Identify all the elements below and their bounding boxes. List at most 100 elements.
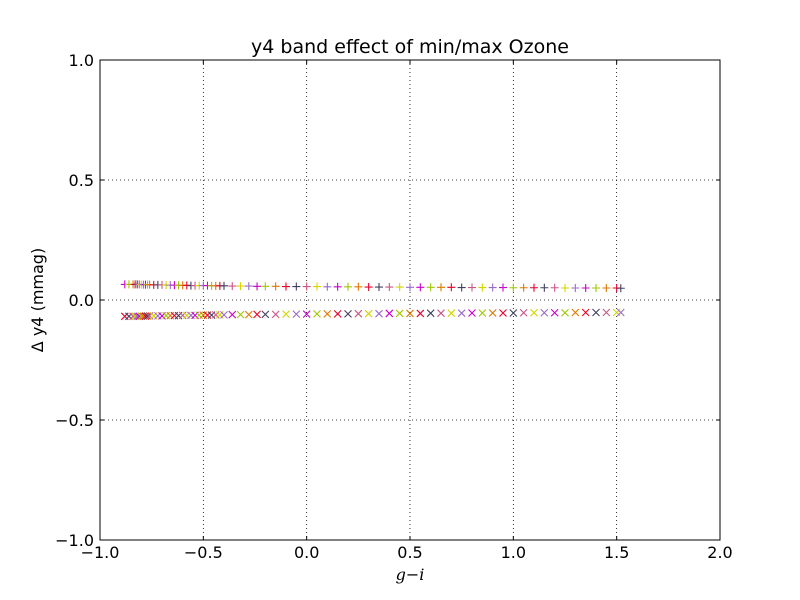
x-marker-point	[282, 310, 290, 319]
x-marker-point	[488, 309, 497, 317]
x-marker-point	[364, 309, 373, 318]
plus-marker-point	[244, 282, 253, 291]
plus-marker-point	[271, 282, 280, 291]
plus-marker-point	[406, 283, 414, 292]
x-marker-point	[253, 310, 261, 319]
plus-marker-point	[220, 281, 228, 290]
plus-marker-point	[581, 284, 590, 292]
x-marker-point	[236, 310, 245, 319]
x-marker-point	[616, 308, 625, 317]
grid	[100, 60, 720, 540]
x-marker-point	[426, 309, 435, 318]
plus-marker-point	[457, 283, 466, 292]
x-marker-point	[313, 310, 321, 318]
x-marker-point	[581, 308, 590, 317]
x-marker-point	[447, 309, 456, 318]
plus-marker-point	[592, 284, 600, 292]
x-tick-label: 1.5	[604, 543, 629, 562]
x-tick-label: 1.0	[501, 543, 526, 562]
x-tick-label: −0.5	[184, 543, 223, 562]
plus-marker-point	[236, 282, 245, 291]
y-tick-label: −1.0	[55, 531, 94, 550]
x-marker-point	[271, 310, 280, 319]
x-marker-point	[395, 309, 404, 318]
y-tick-label: −0.5	[55, 411, 94, 430]
plus-marker-point	[530, 283, 538, 292]
plus-marker-point	[571, 284, 580, 292]
plus-marker-point	[426, 283, 435, 292]
x-marker-point	[457, 309, 466, 318]
plus-marker-point	[292, 282, 301, 291]
y-tick-label: 0.5	[69, 171, 94, 190]
x-marker-point	[592, 308, 600, 317]
x-marker-point	[561, 308, 569, 317]
plus-marker-point	[333, 282, 342, 291]
plus-marker-point	[540, 283, 549, 292]
y-tick-label: 0.0	[69, 291, 94, 310]
x-axis-label: g−i	[396, 565, 425, 584]
x-tick-label: 0.5	[397, 543, 422, 562]
x-marker-point	[333, 310, 342, 318]
plus-marker-point	[313, 282, 321, 291]
plus-marker-point	[375, 283, 383, 292]
x-marker-point	[385, 309, 394, 318]
x-marker-point	[220, 310, 228, 319]
chart-title: y4 band effect of min/max Ozone	[251, 36, 569, 58]
x-marker-point	[550, 308, 559, 317]
plus-marker-point	[302, 282, 311, 291]
plus-marker-point	[323, 282, 332, 291]
x-marker-point	[519, 308, 528, 317]
plus-marker-point	[253, 282, 262, 291]
x-marker-point	[302, 310, 311, 319]
plus-marker-point	[561, 284, 569, 292]
x-marker-point	[540, 308, 549, 317]
y-tick-label: 1.0	[69, 51, 94, 70]
plus-marker-point	[447, 283, 456, 292]
plus-marker-point	[602, 284, 611, 292]
x-marker-point	[478, 309, 487, 317]
x-marker-point	[602, 308, 611, 317]
x-marker-point	[323, 310, 332, 318]
plus-marker-point	[385, 283, 394, 292]
plus-marker-point	[488, 283, 497, 292]
plus-marker-point	[468, 283, 476, 292]
x-marker-point	[437, 309, 445, 318]
plus-marker-point	[509, 283, 518, 292]
x-marker-point	[571, 308, 580, 317]
x-marker-point	[375, 309, 383, 318]
plus-marker-point	[416, 283, 425, 292]
x-marker-point	[228, 310, 237, 319]
x-marker-point	[509, 309, 518, 317]
x-marker-point	[143, 312, 152, 320]
x-tick-label: 2.0	[707, 543, 732, 562]
plus-marker-point	[344, 282, 352, 291]
plus-marker-point	[354, 282, 363, 291]
x-marker-point	[292, 310, 301, 319]
plus-marker-point	[499, 283, 507, 292]
plus-marker-point	[616, 284, 625, 293]
x-marker-point	[499, 309, 507, 317]
plus-marker-point	[282, 282, 290, 291]
plus-marker-point	[478, 283, 487, 292]
x-tick-label: 0.0	[294, 543, 319, 562]
x-marker-point	[261, 310, 270, 319]
plus-marker-point	[550, 283, 559, 292]
plus-marker-point	[228, 282, 237, 291]
x-marker-point	[468, 309, 476, 317]
plus-marker-point	[519, 283, 528, 292]
x-marker-point	[354, 309, 363, 318]
x-marker-point	[344, 310, 352, 318]
x-tick-label: −1.0	[81, 543, 120, 562]
plus-marker-point	[364, 283, 373, 292]
x-marker-point	[406, 309, 414, 318]
plus-marker-point	[261, 282, 270, 291]
x-marker-point	[244, 310, 253, 319]
data-points	[120, 280, 625, 321]
x-marker-point	[530, 308, 538, 317]
axis-ticks: −1.0 −0.5 0.0 0.5 1.0 1.5 2.0 −1.0 −0.5 0.0 0.5 1.0	[55, 51, 733, 562]
y-axis-label: Δ y4 (mmag)	[28, 248, 47, 352]
plus-marker-point	[437, 283, 445, 292]
x-marker-point	[416, 309, 425, 318]
